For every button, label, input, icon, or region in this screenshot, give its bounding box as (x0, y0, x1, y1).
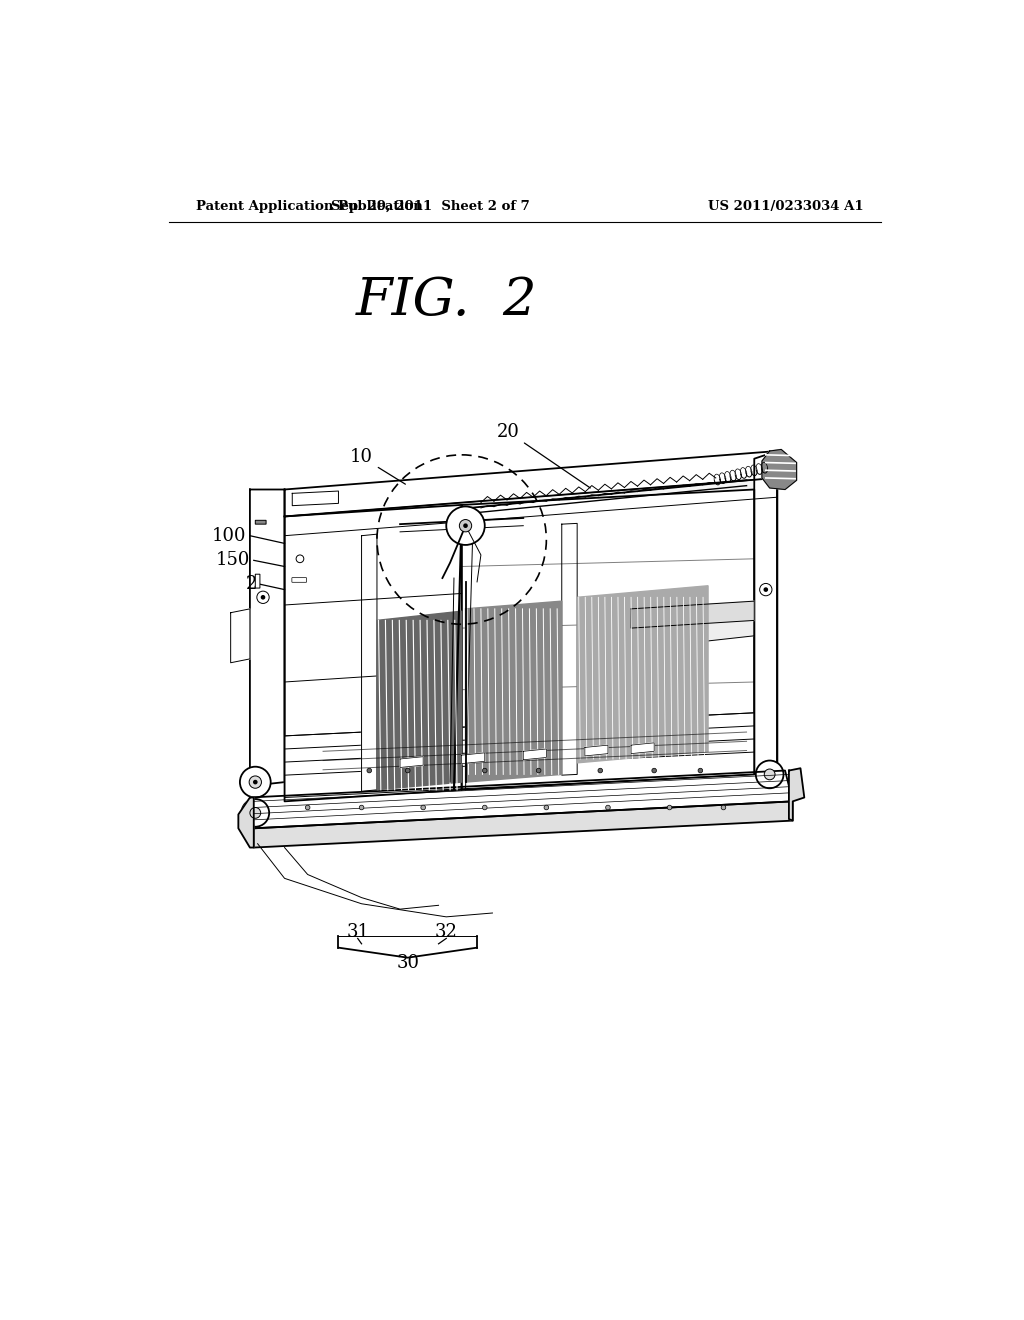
Polygon shape (285, 478, 777, 536)
Polygon shape (239, 797, 254, 847)
Polygon shape (292, 491, 339, 506)
FancyBboxPatch shape (292, 578, 306, 582)
Circle shape (406, 768, 410, 774)
Circle shape (764, 587, 768, 591)
Circle shape (668, 805, 672, 809)
Circle shape (537, 768, 541, 774)
Text: 30: 30 (396, 954, 419, 972)
Polygon shape (462, 490, 755, 789)
Polygon shape (762, 449, 797, 490)
Circle shape (446, 507, 484, 545)
Circle shape (305, 805, 310, 809)
Circle shape (367, 768, 372, 774)
Polygon shape (250, 771, 793, 829)
Polygon shape (377, 611, 462, 789)
Circle shape (721, 805, 726, 809)
Polygon shape (585, 744, 608, 756)
Circle shape (698, 768, 702, 774)
Circle shape (463, 524, 468, 528)
Text: 150: 150 (215, 552, 250, 569)
Polygon shape (466, 601, 562, 781)
Polygon shape (631, 601, 755, 628)
Text: 31: 31 (346, 923, 370, 941)
Text: US 2011/0233034 A1: US 2011/0233034 A1 (708, 199, 863, 213)
Text: 10: 10 (350, 449, 406, 484)
Circle shape (296, 554, 304, 562)
Polygon shape (400, 756, 423, 767)
Text: 2: 2 (246, 576, 258, 593)
Polygon shape (230, 609, 250, 663)
Polygon shape (578, 586, 708, 763)
Circle shape (652, 768, 656, 774)
Polygon shape (631, 743, 654, 754)
Circle shape (253, 780, 258, 784)
FancyBboxPatch shape (255, 574, 260, 589)
Text: 32: 32 (435, 923, 458, 941)
Circle shape (605, 805, 610, 809)
Circle shape (760, 583, 772, 595)
Polygon shape (285, 506, 462, 801)
Polygon shape (788, 768, 804, 821)
Text: 100: 100 (212, 527, 246, 545)
Polygon shape (285, 713, 755, 797)
Polygon shape (361, 535, 377, 792)
Circle shape (756, 760, 783, 788)
Polygon shape (462, 752, 484, 763)
Circle shape (421, 805, 425, 809)
Circle shape (598, 768, 602, 774)
Polygon shape (523, 748, 547, 760)
Circle shape (460, 520, 472, 532)
Circle shape (764, 770, 775, 780)
Polygon shape (250, 490, 285, 785)
Circle shape (250, 808, 261, 818)
Polygon shape (254, 801, 793, 847)
Circle shape (544, 805, 549, 809)
Text: FIG.  2: FIG. 2 (355, 276, 537, 326)
Circle shape (240, 767, 270, 797)
Text: Patent Application Publication: Patent Application Publication (196, 199, 423, 213)
Polygon shape (755, 451, 777, 781)
Polygon shape (285, 759, 755, 797)
Circle shape (242, 799, 269, 826)
Text: Sep. 29, 2011  Sheet 2 of 7: Sep. 29, 2011 Sheet 2 of 7 (332, 199, 530, 213)
Circle shape (261, 595, 265, 599)
Polygon shape (685, 612, 755, 644)
Circle shape (249, 776, 261, 788)
Circle shape (359, 805, 364, 809)
Polygon shape (285, 451, 777, 516)
Circle shape (257, 591, 269, 603)
Text: 20: 20 (497, 422, 590, 488)
Circle shape (482, 805, 487, 809)
FancyBboxPatch shape (255, 520, 266, 524)
Circle shape (482, 768, 487, 774)
Polygon shape (562, 524, 578, 775)
